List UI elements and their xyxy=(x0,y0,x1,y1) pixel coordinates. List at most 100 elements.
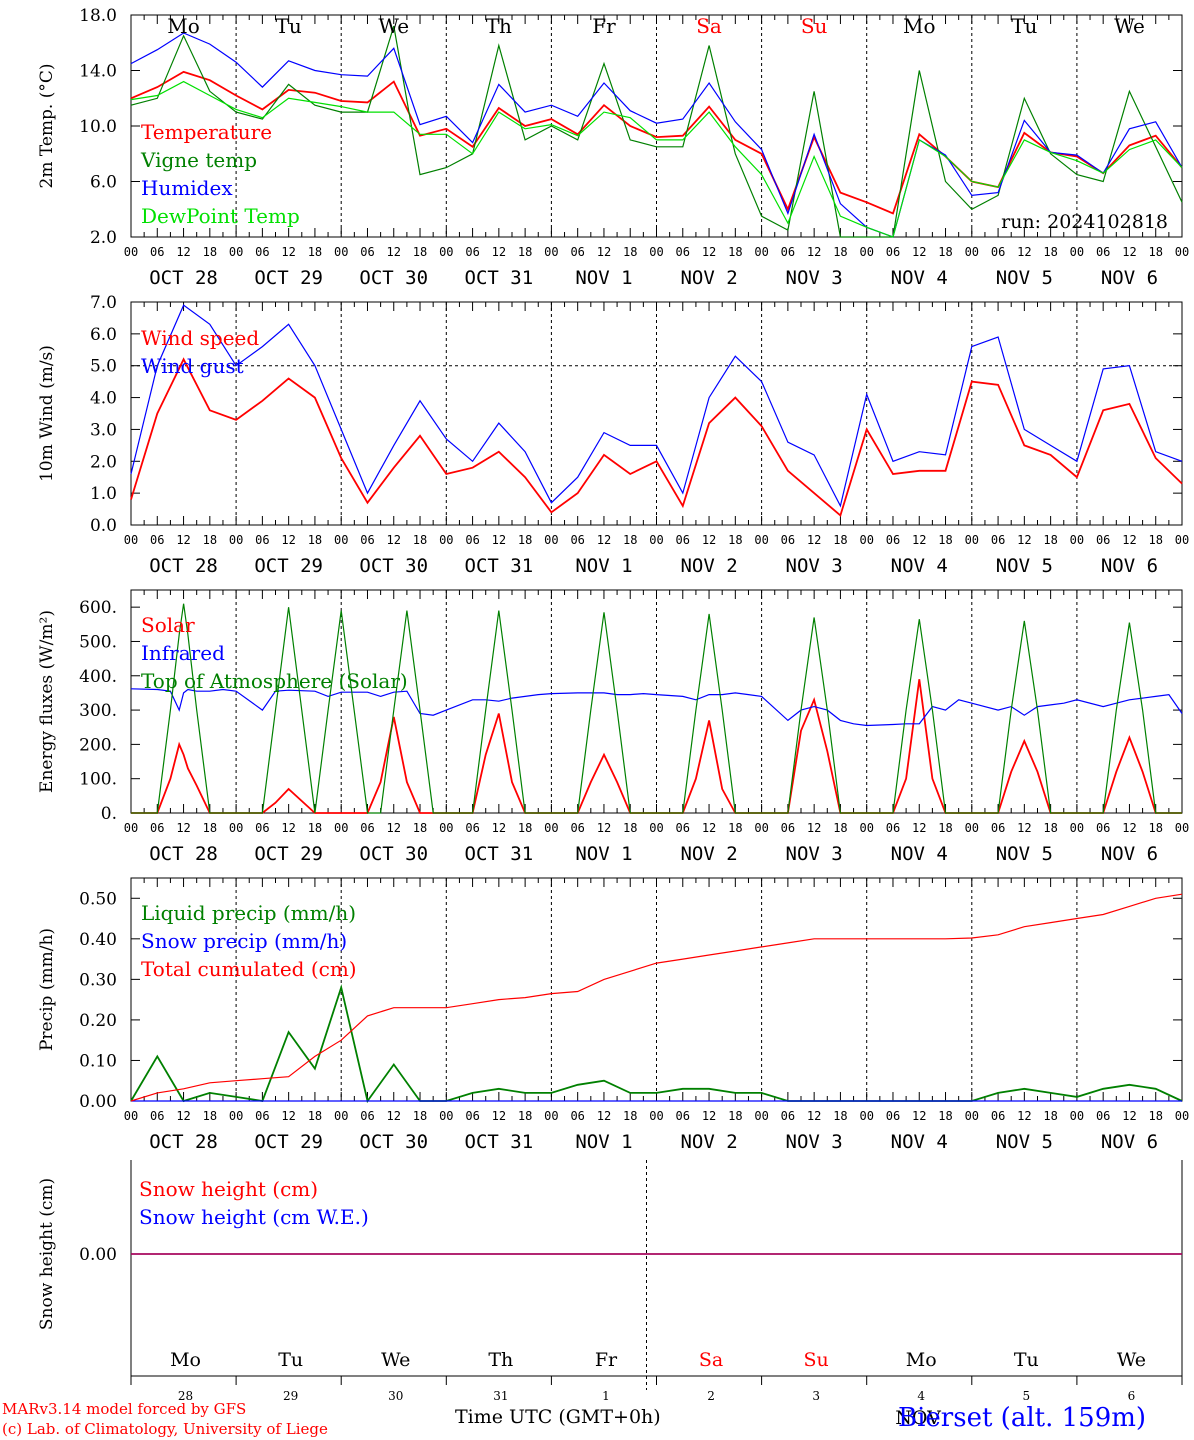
hour-tick-label: 06 xyxy=(255,1109,269,1123)
date-label: OCT 30 xyxy=(359,843,428,865)
bottom-day-number: 5 xyxy=(1023,1389,1031,1403)
y-tick-label: 0.40 xyxy=(79,930,117,950)
hour-tick-label: 18 xyxy=(518,1109,532,1123)
hour-tick-label: 18 xyxy=(623,821,637,835)
bottom-day-number: 6 xyxy=(1128,1389,1136,1403)
day-name: Su xyxy=(801,14,828,38)
bottom-day-name: Mo xyxy=(170,1349,201,1371)
series-line-0-3 xyxy=(130,80,1183,238)
y-tick-label: 14.0 xyxy=(79,62,117,82)
date-label: NOV 2 xyxy=(680,1131,737,1153)
hour-tick-label: 06 xyxy=(255,533,269,547)
hour-tick-label: 18 xyxy=(623,245,637,259)
hour-tick-label: 12 xyxy=(176,533,190,547)
legend-entry: Liquid precip (mm/h) xyxy=(141,901,356,925)
hour-tick-label: 06 xyxy=(781,533,795,547)
hour-tick-label: 00 xyxy=(1070,533,1084,547)
hour-tick-label: 12 xyxy=(387,533,401,547)
hour-tick-label: 00 xyxy=(754,533,768,547)
date-label: NOV 5 xyxy=(996,1131,1053,1153)
hour-tick-label: 12 xyxy=(702,1109,716,1123)
hour-tick-label: 18 xyxy=(938,1109,952,1123)
hour-tick-label: 06 xyxy=(1096,533,1110,547)
y-tick-label: 1.0 xyxy=(90,484,117,504)
bottom-day-number: 28 xyxy=(178,1389,193,1403)
hour-tick-label: 12 xyxy=(387,245,401,259)
hour-tick-label: 06 xyxy=(360,245,374,259)
hour-tick-label: 00 xyxy=(649,821,663,835)
day-name: We xyxy=(1114,14,1145,38)
hour-tick-label: 00 xyxy=(439,821,453,835)
y-axis-label-4: Snow height (cm) xyxy=(37,1178,57,1330)
series-line-2-2 xyxy=(131,603,1182,814)
y-tick-label: 4.0 xyxy=(90,389,117,409)
hour-tick-label: 12 xyxy=(702,245,716,259)
hour-tick-label: 18 xyxy=(518,821,532,835)
hour-tick-label: 18 xyxy=(1148,821,1162,835)
date-label: OCT 28 xyxy=(149,555,218,577)
hour-tick-label: 06 xyxy=(886,533,900,547)
hour-tick-label: 00 xyxy=(859,1109,873,1123)
day-name: Mo xyxy=(903,14,936,38)
hour-tick-label: 12 xyxy=(1122,533,1136,547)
hour-tick-label: 06 xyxy=(886,1109,900,1123)
hour-tick-label: 12 xyxy=(807,533,821,547)
y-tick-label: 2.0 xyxy=(90,452,117,472)
hour-tick-label: 12 xyxy=(597,533,611,547)
day-name: Tu xyxy=(276,14,302,38)
date-label: NOV 6 xyxy=(1101,1131,1158,1153)
hour-tick-label: 00 xyxy=(1175,533,1189,547)
date-label: NOV 4 xyxy=(891,843,948,865)
hour-tick-label: 18 xyxy=(728,821,742,835)
hour-tick-label: 00 xyxy=(439,1109,453,1123)
hour-tick-label: 12 xyxy=(702,821,716,835)
date-label: OCT 30 xyxy=(359,555,428,577)
series-line-0-1 xyxy=(130,25,1183,238)
hour-tick-label: 12 xyxy=(492,1109,506,1123)
hour-tick-label: 12 xyxy=(387,821,401,835)
hour-tick-label: 00 xyxy=(649,533,663,547)
date-label: NOV 3 xyxy=(786,1131,843,1153)
bottom-day-name: Tu xyxy=(278,1349,303,1371)
series-line-2-1 xyxy=(130,688,1183,727)
date-label: NOV 4 xyxy=(891,555,948,577)
hour-tick-label: 12 xyxy=(597,245,611,259)
y-tick-label: 0.50 xyxy=(79,889,117,909)
date-label: OCT 30 xyxy=(359,267,428,289)
date-label: NOV 2 xyxy=(680,555,737,577)
date-label: NOV 3 xyxy=(786,267,843,289)
bottom-day-number: 4 xyxy=(917,1389,925,1403)
hour-tick-label: 12 xyxy=(281,1109,295,1123)
date-label: NOV 2 xyxy=(680,843,737,865)
hour-tick-label: 12 xyxy=(912,245,926,259)
hour-tick-label: 18 xyxy=(938,821,952,835)
legend-entry: Top of Atmosphere (Solar) xyxy=(141,669,408,693)
y-tick-label: 2.0 xyxy=(90,228,117,248)
hour-tick-label: 12 xyxy=(1017,821,1031,835)
station-label: Bierset (alt. 159m) xyxy=(898,1403,1147,1433)
date-label: NOV 3 xyxy=(786,555,843,577)
hour-tick-label: 12 xyxy=(387,1109,401,1123)
hour-tick-label: 18 xyxy=(728,533,742,547)
hour-tick-label: 06 xyxy=(886,821,900,835)
y-tick-label: 5.0 xyxy=(90,357,117,377)
y-tick-label: 400. xyxy=(79,667,117,687)
hour-tick-label: 06 xyxy=(360,821,374,835)
bottom-day-name: Sa xyxy=(699,1349,723,1371)
hour-tick-label: 06 xyxy=(255,245,269,259)
hour-tick-label: 18 xyxy=(833,533,847,547)
legend-entry: Snow precip (mm/h) xyxy=(141,929,347,953)
hour-tick-label: 00 xyxy=(649,245,663,259)
legend-entry: Temperature xyxy=(141,120,272,144)
bottom-day-name: We xyxy=(1117,1349,1146,1371)
hour-tick-label: 12 xyxy=(1122,821,1136,835)
hour-tick-label: 00 xyxy=(1070,1109,1084,1123)
y-tick-label: 500. xyxy=(79,632,117,652)
hour-tick-label: 00 xyxy=(334,821,348,835)
hour-tick-label: 18 xyxy=(413,821,427,835)
hour-tick-label: 00 xyxy=(965,1109,979,1123)
hour-tick-label: 06 xyxy=(570,1109,584,1123)
hour-tick-label: 18 xyxy=(833,245,847,259)
hour-tick-label: 12 xyxy=(597,821,611,835)
legend-entry: DewPoint Temp xyxy=(141,204,300,228)
